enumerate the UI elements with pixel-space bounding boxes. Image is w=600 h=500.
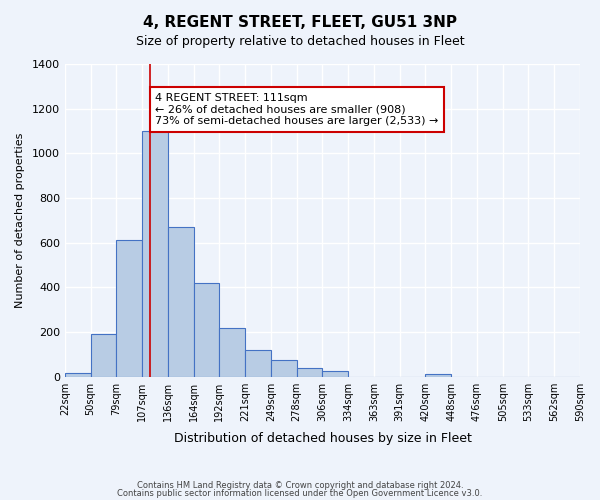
Bar (65, 374, 91, 376)
Bar (116, 240, 142, 376)
Bar (245, 350, 271, 376)
Bar (297, 368, 322, 376)
Text: 4 REGENT STREET: 111sqm
← 26% of detached houses are smaller (908)
73% of semi-d: 4 REGENT STREET: 111sqm ← 26% of detache… (155, 93, 439, 126)
Bar (220, 328, 245, 376)
Bar (91, 334, 116, 376)
Bar (194, 283, 220, 376)
Bar (142, 131, 168, 376)
Bar (425, 374, 451, 376)
X-axis label: Distribution of detached houses by size in Fleet: Distribution of detached houses by size … (173, 432, 472, 445)
Text: Contains HM Land Registry data © Crown copyright and database right 2024.: Contains HM Land Registry data © Crown c… (137, 481, 463, 490)
Bar (168, 227, 194, 376)
Text: Size of property relative to detached houses in Fleet: Size of property relative to detached ho… (136, 35, 464, 48)
Y-axis label: Number of detached properties: Number of detached properties (15, 132, 25, 308)
Text: 4, REGENT STREET, FLEET, GU51 3NP: 4, REGENT STREET, FLEET, GU51 3NP (143, 15, 457, 30)
Bar (271, 360, 297, 376)
Bar (322, 371, 348, 376)
Text: Contains public sector information licensed under the Open Government Licence v3: Contains public sector information licen… (118, 488, 482, 498)
